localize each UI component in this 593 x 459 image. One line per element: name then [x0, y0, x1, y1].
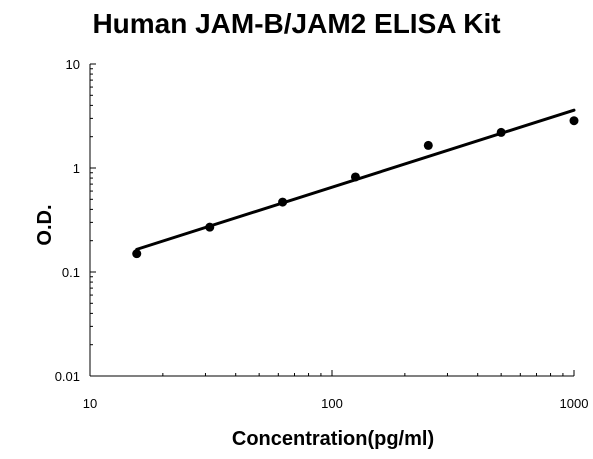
y-tick-label: 0.1: [62, 265, 80, 280]
x-tick-label: 10: [83, 396, 97, 411]
data-point: [350, 172, 360, 182]
x-tick-label: 1000: [560, 396, 589, 411]
data-point: [423, 140, 433, 150]
data-point: [278, 197, 288, 207]
tick-labels: 10 100 1000 10 1 0.1 0.01: [55, 57, 589, 411]
chart-title: Human JAM-B/JAM2 ELISA Kit: [92, 8, 501, 39]
x-axis-label: Concentration(pg/ml): [231, 428, 435, 450]
data-point: [205, 222, 215, 232]
data-points: [132, 116, 579, 259]
y-tick-label: 0.01: [55, 369, 80, 384]
data-point: [569, 116, 579, 126]
y-tick-label: 10: [66, 57, 80, 72]
y-axis-label: O.D.: [34, 204, 56, 246]
data-point: [132, 249, 142, 259]
y-tick-label: 1: [73, 161, 80, 176]
axes: [89, 64, 574, 377]
data-point: [496, 127, 506, 137]
x-tick-label: 100: [321, 396, 343, 411]
ticks: [89, 63, 575, 377]
